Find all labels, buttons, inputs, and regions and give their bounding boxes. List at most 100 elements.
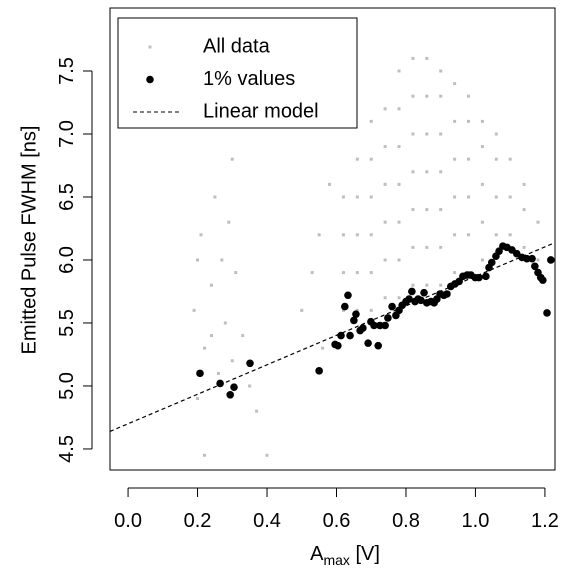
data-point	[369, 195, 373, 199]
y-tick-label: 5.0	[56, 372, 78, 400]
data-point	[536, 220, 540, 224]
data-point	[202, 453, 206, 457]
data-point	[425, 208, 429, 212]
data-point	[383, 145, 387, 149]
data-point	[480, 145, 484, 149]
data-point	[355, 157, 359, 161]
data-point	[439, 245, 443, 249]
data-point	[508, 233, 512, 237]
data-point	[425, 132, 429, 136]
data-point	[355, 271, 359, 275]
data-point	[300, 308, 304, 312]
legend-symbol	[148, 45, 152, 49]
y-tick-label: 6.0	[56, 246, 78, 274]
data-point	[370, 321, 378, 330]
y-tick-label: 4.5	[56, 435, 78, 463]
data-point	[405, 295, 413, 303]
data-point	[425, 170, 429, 174]
data-point	[397, 145, 401, 149]
data-point	[480, 220, 484, 224]
data-point	[255, 409, 259, 413]
data-point	[230, 157, 234, 161]
data-point	[547, 256, 555, 264]
data-point	[216, 379, 224, 388]
data-point	[494, 233, 498, 237]
y-tick-label: 5.5	[56, 309, 78, 337]
data-point	[411, 283, 415, 287]
data-point	[265, 453, 269, 457]
data-point	[352, 310, 360, 318]
data-point	[341, 195, 345, 199]
data-point	[453, 82, 457, 86]
data-point	[467, 157, 471, 161]
data-point	[350, 316, 358, 325]
data-point	[355, 308, 359, 312]
data-point	[359, 324, 367, 332]
legend-label: 1% values	[203, 68, 295, 90]
data-point	[388, 302, 396, 311]
data-point	[220, 258, 224, 262]
data-point	[439, 283, 443, 287]
data-point	[334, 341, 342, 350]
data-point	[227, 220, 231, 224]
data-point	[209, 334, 213, 338]
data-point	[467, 233, 471, 237]
data-point	[230, 383, 238, 392]
data-point	[453, 119, 457, 123]
y-tick-label: 6.5	[56, 183, 78, 211]
data-point	[369, 157, 373, 161]
data-point	[376, 321, 384, 330]
data-point	[543, 309, 551, 317]
data-point	[508, 157, 512, 161]
data-point	[196, 369, 204, 378]
x-tick-label: 1.0	[462, 510, 490, 532]
data-point	[475, 273, 483, 282]
data-point	[241, 334, 245, 338]
data-point	[411, 170, 415, 174]
legend-box	[117, 17, 358, 129]
data-point	[494, 195, 498, 199]
model-line	[110, 242, 555, 432]
data-point	[397, 258, 401, 262]
data-point	[487, 258, 496, 267]
data-point	[317, 233, 321, 237]
legend-symbol	[146, 75, 154, 84]
data-point	[346, 331, 354, 340]
data-point	[234, 271, 238, 275]
data-point	[248, 384, 252, 388]
data-point	[397, 296, 401, 300]
data-point	[453, 195, 457, 199]
x-tick-label: 0.6	[323, 510, 351, 532]
data-point	[230, 359, 234, 363]
y-axis-label: Emitted Pulse FWHM [ns]	[18, 126, 40, 355]
data-point	[341, 302, 349, 311]
data-point	[523, 254, 531, 263]
data-point	[467, 195, 471, 199]
data-point	[439, 170, 443, 174]
data-point	[411, 208, 415, 212]
data-point	[425, 245, 429, 249]
data-point	[355, 195, 359, 199]
data-point	[439, 208, 443, 212]
data-point	[508, 195, 512, 199]
x-tick-label: 0.2	[184, 510, 212, 532]
legend-label: All data	[203, 35, 271, 57]
data-point	[453, 157, 457, 161]
data-point	[467, 94, 471, 98]
x-tick-label: 0.0	[114, 510, 142, 532]
data-point	[411, 132, 415, 136]
data-point	[344, 291, 352, 300]
data-point	[202, 346, 206, 350]
data-point	[369, 119, 373, 123]
legend-label: Linear model	[203, 100, 319, 122]
data-point	[411, 94, 415, 98]
data-point	[411, 56, 415, 60]
data-point	[199, 233, 203, 237]
data-point	[522, 245, 526, 249]
data-point	[494, 157, 498, 161]
data-point	[420, 288, 428, 297]
data-point	[522, 208, 526, 212]
data-point	[453, 233, 457, 237]
data-point	[531, 262, 539, 271]
